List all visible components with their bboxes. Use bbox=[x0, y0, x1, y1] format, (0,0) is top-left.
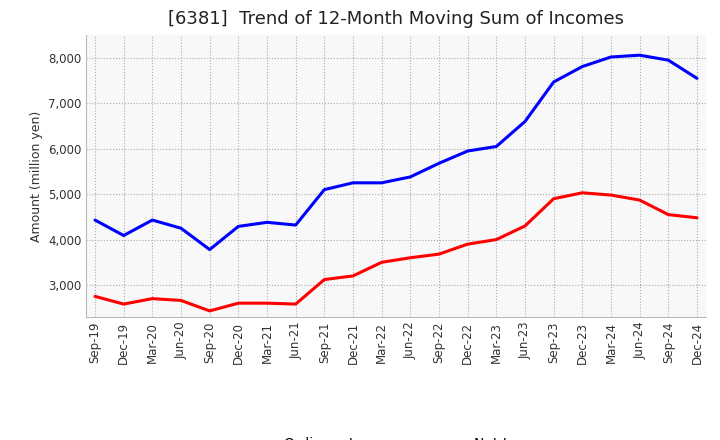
Net Income bbox=[464, 242, 472, 247]
Net Income bbox=[234, 301, 243, 306]
Ordinary Income bbox=[492, 144, 500, 149]
Ordinary Income bbox=[607, 55, 616, 60]
Y-axis label: Amount (million yen): Amount (million yen) bbox=[30, 110, 42, 242]
Ordinary Income bbox=[549, 79, 558, 84]
Net Income bbox=[635, 198, 644, 203]
Net Income bbox=[549, 196, 558, 202]
Ordinary Income bbox=[263, 220, 271, 225]
Ordinary Income bbox=[635, 52, 644, 58]
Ordinary Income bbox=[578, 64, 587, 69]
Net Income bbox=[292, 301, 300, 307]
Net Income bbox=[664, 212, 672, 217]
Ordinary Income bbox=[176, 226, 185, 231]
Ordinary Income bbox=[91, 217, 99, 223]
Title: [6381]  Trend of 12-Month Moving Sum of Incomes: [6381] Trend of 12-Month Moving Sum of I… bbox=[168, 10, 624, 28]
Ordinary Income bbox=[377, 180, 386, 185]
Ordinary Income bbox=[148, 217, 157, 223]
Ordinary Income bbox=[521, 119, 529, 124]
Legend: Ordinary Income, Net Income: Ordinary Income, Net Income bbox=[233, 431, 559, 440]
Line: Net Income: Net Income bbox=[95, 193, 697, 311]
Net Income bbox=[693, 215, 701, 220]
Net Income bbox=[263, 301, 271, 306]
Net Income bbox=[406, 255, 415, 260]
Net Income bbox=[521, 224, 529, 229]
Ordinary Income bbox=[406, 174, 415, 180]
Net Income bbox=[348, 273, 357, 279]
Net Income bbox=[435, 252, 444, 257]
Ordinary Income bbox=[205, 247, 214, 252]
Net Income bbox=[176, 298, 185, 303]
Line: Ordinary Income: Ordinary Income bbox=[95, 55, 697, 249]
Ordinary Income bbox=[664, 58, 672, 63]
Net Income bbox=[120, 301, 128, 307]
Net Income bbox=[205, 308, 214, 314]
Ordinary Income bbox=[234, 224, 243, 229]
Net Income bbox=[148, 296, 157, 301]
Net Income bbox=[91, 294, 99, 299]
Ordinary Income bbox=[120, 233, 128, 238]
Ordinary Income bbox=[464, 148, 472, 154]
Ordinary Income bbox=[292, 222, 300, 227]
Net Income bbox=[492, 237, 500, 242]
Ordinary Income bbox=[435, 161, 444, 166]
Ordinary Income bbox=[320, 187, 328, 192]
Net Income bbox=[320, 277, 328, 282]
Net Income bbox=[578, 190, 587, 195]
Net Income bbox=[607, 192, 616, 198]
Ordinary Income bbox=[693, 76, 701, 81]
Ordinary Income bbox=[348, 180, 357, 185]
Net Income bbox=[377, 260, 386, 265]
